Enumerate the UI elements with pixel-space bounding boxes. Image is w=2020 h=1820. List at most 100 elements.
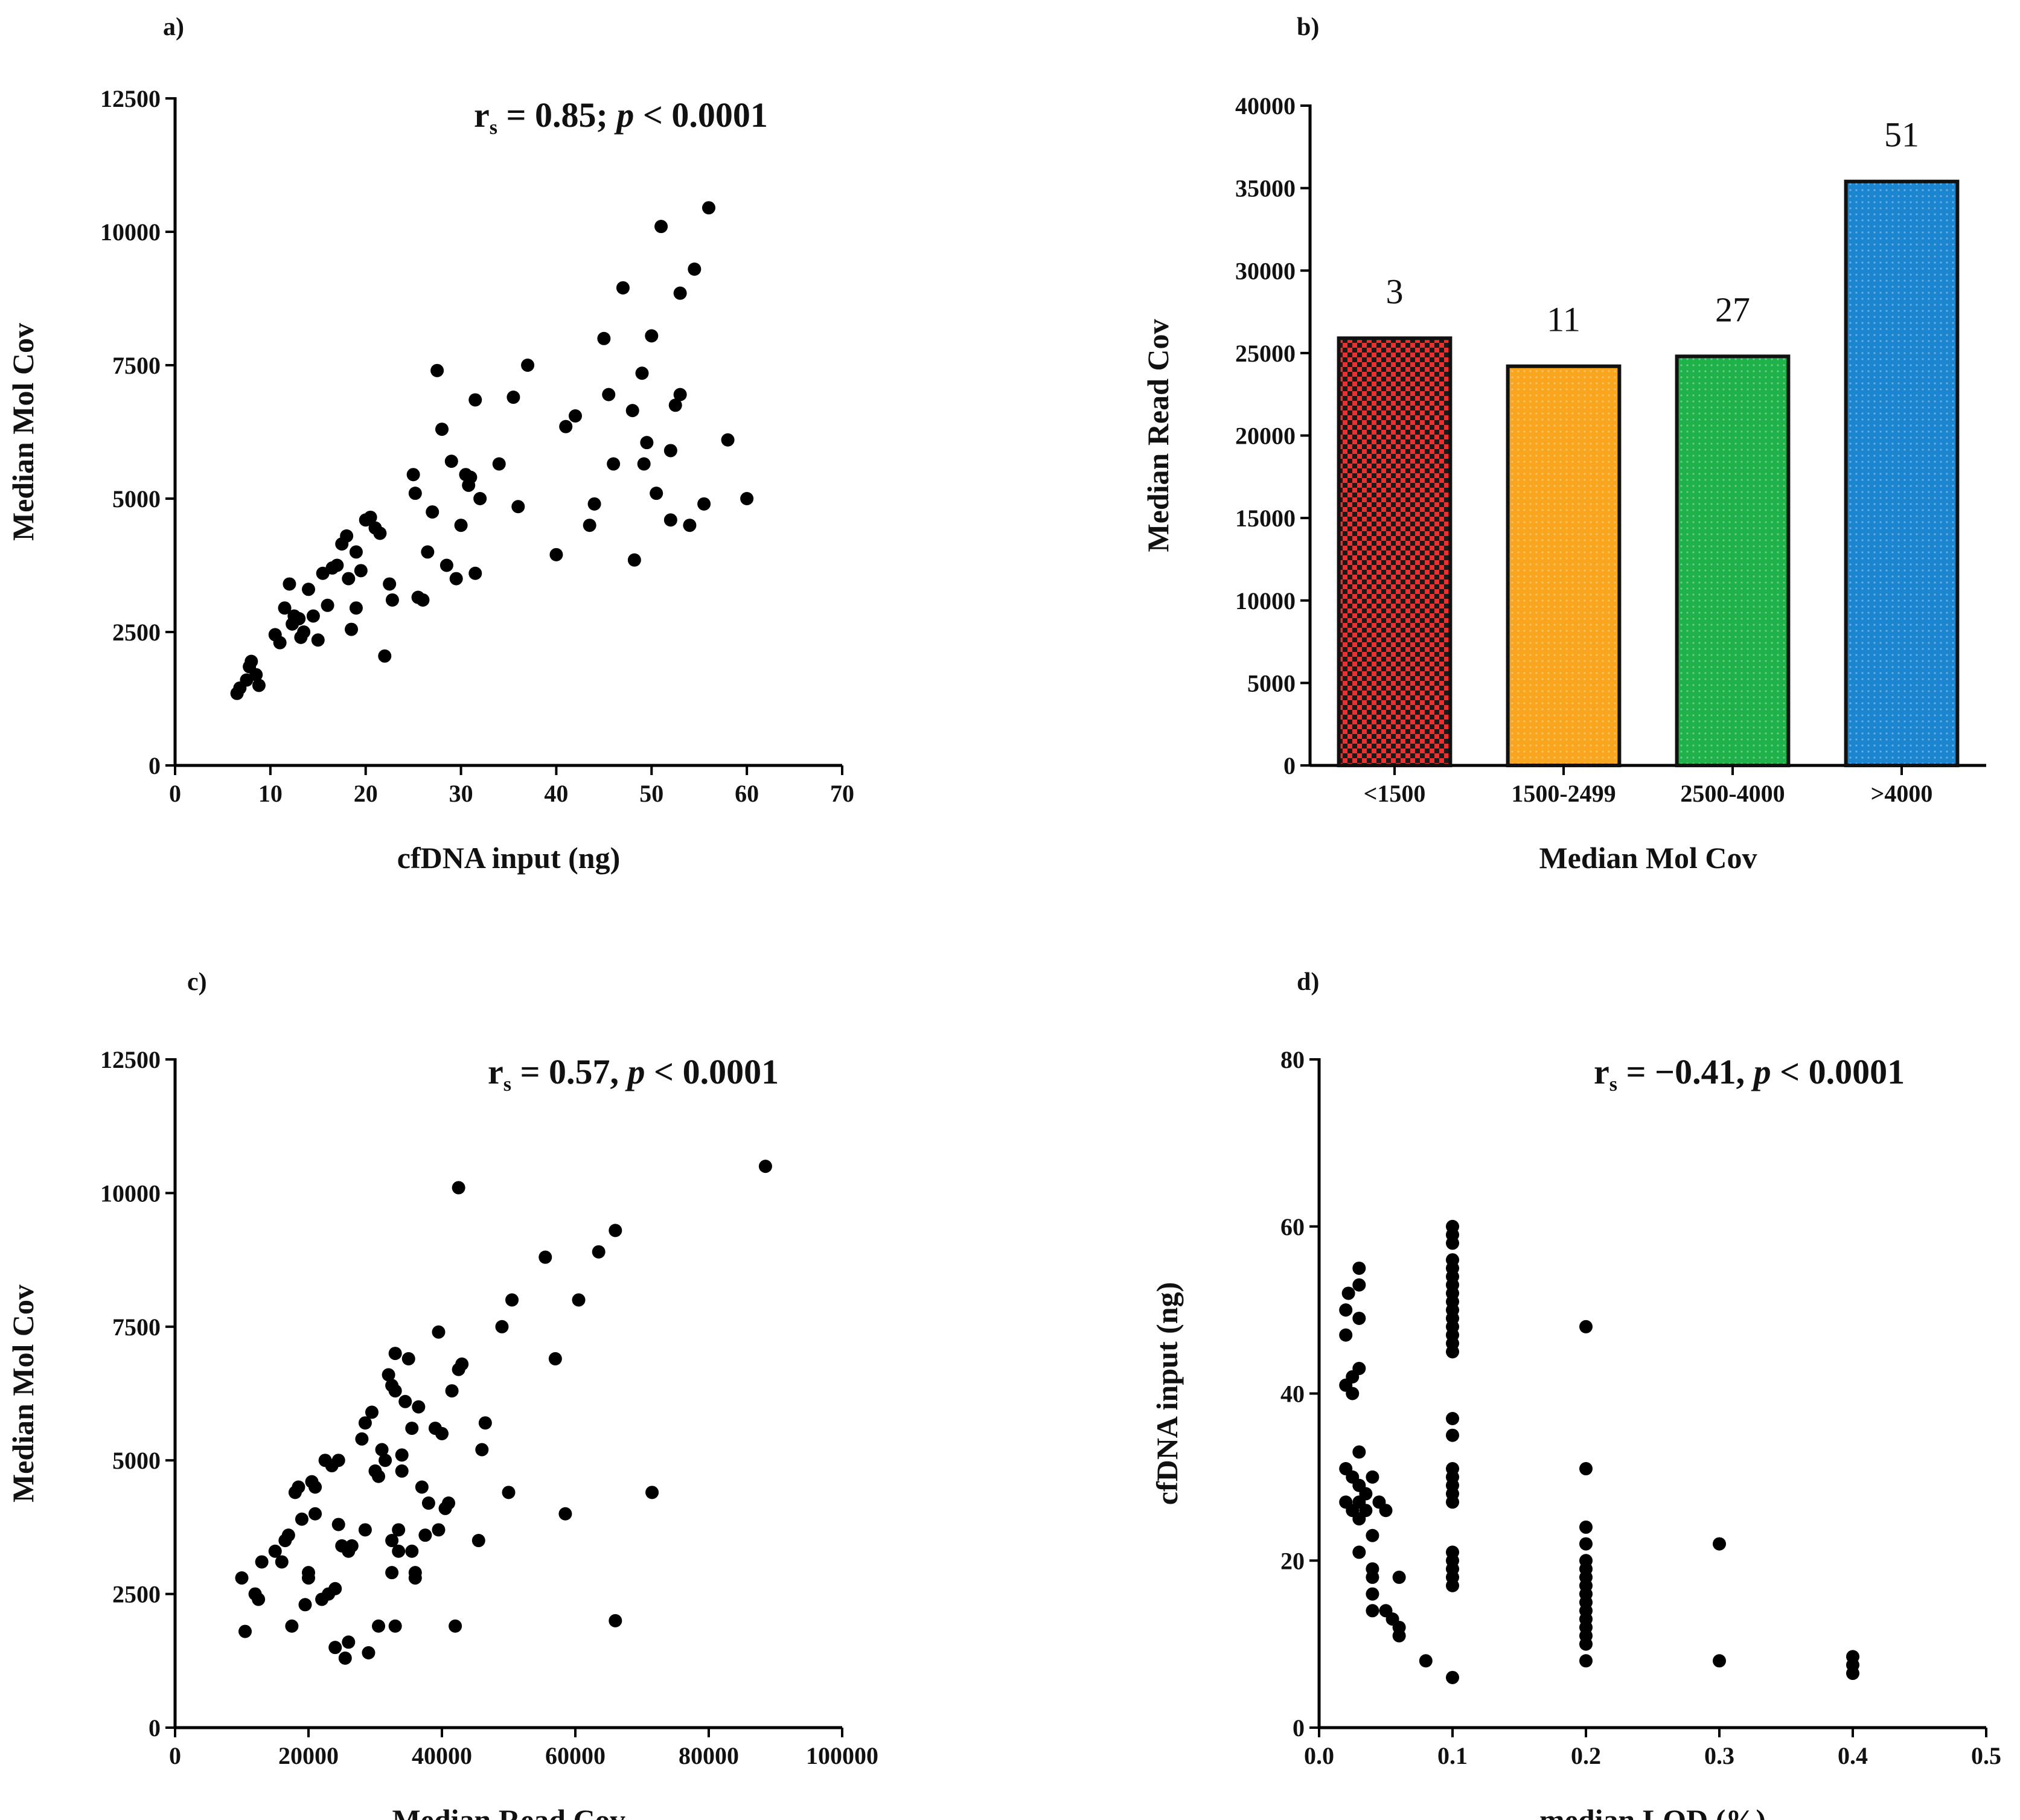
data-point [278,601,292,615]
data-point [645,1486,659,1499]
x-tick-label: 0.4 [1838,1742,1868,1769]
y-axis-title: Median Read Cov [1141,319,1175,552]
data-point [383,577,397,591]
y-tick-label: 60 [1280,1213,1305,1240]
data-point [378,649,392,663]
data-point [385,1534,399,1548]
data-point [406,468,420,482]
data-point [416,593,430,607]
data-point [495,1320,509,1333]
panel-label: c) [187,968,207,996]
data-point [365,1405,379,1419]
y-tick-label: 40000 [1235,92,1296,120]
panel-label: b) [1297,13,1319,41]
data-point [740,492,754,505]
panel-label: a) [163,13,184,41]
data-point [1579,1654,1593,1668]
data-point [306,609,320,623]
data-point [372,1619,386,1633]
data-point [349,545,363,559]
y-tick-label: 5000 [112,485,161,512]
data-point [398,1394,412,1408]
data-point [268,1544,282,1558]
data-point [435,1426,449,1440]
data-point [668,398,682,412]
bar-texture [1678,358,1787,764]
data-point [1713,1654,1726,1668]
data-point [342,1635,356,1649]
y-tick-label: 12500 [100,85,161,112]
data-point [1352,1311,1366,1325]
data-point [473,492,487,505]
data-point [637,457,651,471]
data-point [1579,1320,1593,1333]
data-point [1352,1261,1366,1275]
data-point [1346,1387,1360,1400]
data-point [1359,1487,1373,1501]
data-point [1352,1445,1366,1459]
data-point [1366,1470,1379,1484]
data-point [345,1539,359,1553]
x-tick-label: 40000 [412,1742,472,1769]
x-tick-label: 70 [830,780,854,807]
y-tick-label: 10000 [100,219,161,246]
x-tick-label: 30 [449,780,473,807]
data-point [673,388,687,401]
data-point [255,1555,269,1569]
data-point [1352,1545,1366,1559]
x-tick-label: 60000 [545,1742,606,1769]
data-point [1579,1554,1593,1568]
bar-count-label: 11 [1547,300,1581,339]
y-tick-label: 20000 [1235,423,1296,450]
data-point [392,1544,406,1558]
data-point [328,1641,342,1655]
x-tick-label: 0.0 [1304,1742,1334,1769]
data-point [395,1464,409,1478]
data-point [721,433,735,447]
data-point [1392,1620,1406,1634]
y-tick-label: 0 [149,1714,161,1742]
x-tick-label: 0.5 [1971,1742,2001,1769]
y-tick-label: 0 [149,752,161,779]
bar-count-label: 3 [1386,272,1404,311]
x-axis-title: Median Read Cov [392,1803,625,1820]
data-point [1446,1545,1459,1559]
data-point [663,444,677,458]
data-point [295,1512,308,1526]
x-axis-title: cfDNA input (ng) [397,841,620,875]
correlation-annotation: rs = 0.57, p < 0.0001 [488,1052,779,1096]
data-point [308,1507,322,1521]
data-point [616,281,630,295]
data-point [587,497,601,511]
data-point [471,1534,485,1548]
data-point [401,1352,415,1365]
x-tick-label: 1500-2499 [1511,780,1616,807]
x-tick-label: 0.3 [1704,1742,1734,1769]
x-tick-label: >4000 [1871,780,1933,807]
correlation-annotation: rs = −0.41, p < 0.0001 [1594,1052,1905,1096]
data-point [444,455,458,468]
data-point [252,1592,266,1606]
data-point [627,553,641,567]
data-point [338,1651,352,1665]
bar [1337,336,1453,767]
data-point [758,1160,772,1173]
data-point [1392,1570,1406,1584]
data-point [1446,1462,1459,1476]
y-axis-title: Median Mol Cov [6,323,40,541]
data-point [372,1469,386,1483]
y-tick-label: 35000 [1235,175,1296,202]
data-point [609,1614,622,1627]
data-point [388,1384,402,1398]
data-point [1379,1504,1393,1518]
data-point [697,497,711,511]
y-tick-label: 2500 [112,1581,161,1608]
data-point [592,1245,606,1259]
data-point [468,393,482,407]
data-point [1446,1412,1459,1426]
data-point [1446,1670,1459,1684]
data-point [273,636,287,650]
data-point [245,654,258,668]
y-axis-title: Median Mol Cov [6,1285,40,1502]
data-point [426,505,439,519]
